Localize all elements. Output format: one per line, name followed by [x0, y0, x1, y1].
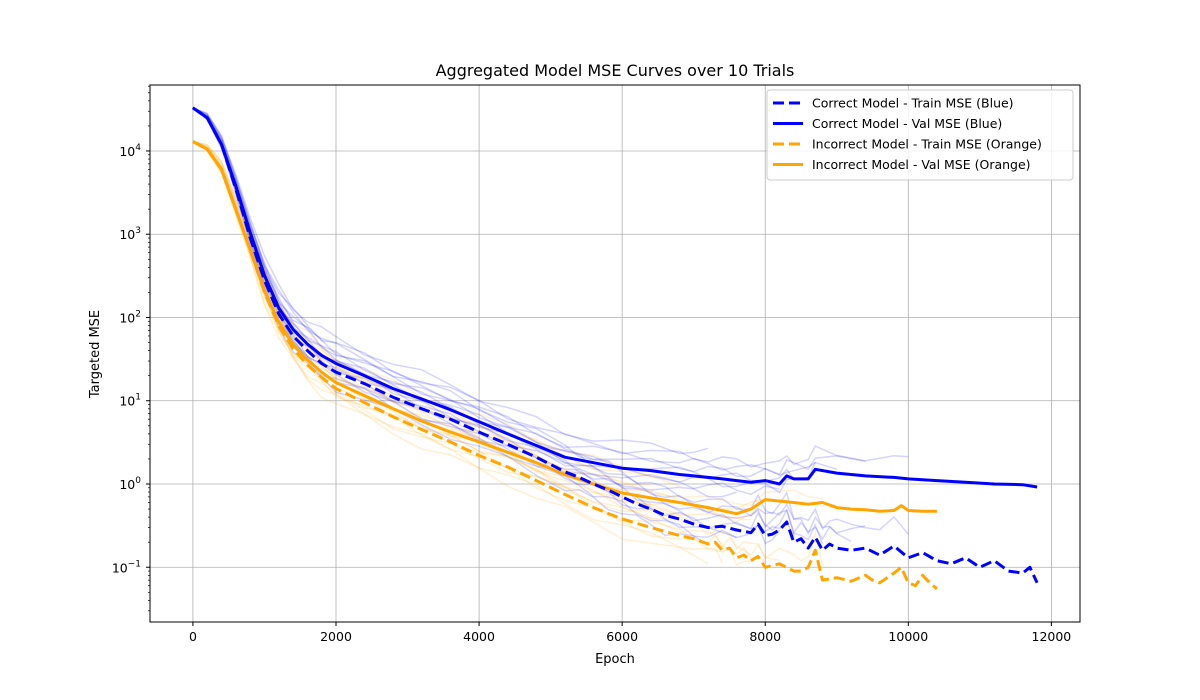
y-tick-base: 10 — [119, 227, 135, 242]
y-tick-exponent: 1 — [135, 393, 141, 403]
series-line-0 — [192, 106, 1039, 584]
y-tick-exponent: 3 — [135, 226, 141, 236]
trial-curve — [192, 107, 909, 535]
y-tick-base: 10 — [119, 394, 135, 409]
series-line-1 — [192, 106, 1038, 489]
trial-curve — [192, 140, 651, 486]
legend-label-0: Correct Model - Train MSE (Blue) — [812, 96, 1014, 111]
trial-curve — [192, 107, 709, 455]
series-line-3 — [192, 140, 937, 516]
x-tick-label: 4000 — [463, 629, 495, 644]
legend-label-1: Correct Model - Val MSE (Blue) — [812, 116, 1002, 131]
trial-curve — [192, 107, 909, 468]
grid-lines — [150, 85, 1080, 622]
y-tick-label: 102 — [119, 309, 141, 325]
y-tick-label: 10−1 — [112, 559, 141, 575]
chart-title: Aggregated Model MSE Curves over 10 Tria… — [436, 61, 795, 80]
trial-curves — [192, 107, 909, 566]
y-tick-base: 10 — [119, 310, 135, 325]
x-tick-label: 10000 — [888, 629, 928, 644]
x-tick-label: 12000 — [1032, 629, 1072, 644]
trial-curve — [192, 107, 709, 546]
y-tick-base: 10 — [112, 560, 128, 575]
x-tick-label: 6000 — [606, 629, 638, 644]
trial-curve — [192, 107, 866, 476]
trial-curve — [192, 107, 866, 536]
y-tick-base: 10 — [119, 144, 135, 159]
legend: Correct Model - Train MSE (Blue) Correct … — [766, 89, 1074, 181]
y-tick-exponent: 0 — [135, 476, 141, 486]
y-tick-exponent: 4 — [135, 143, 141, 153]
y-tick-exponent: −1 — [128, 559, 141, 569]
x-tick-label: 8000 — [749, 629, 781, 644]
y-tick-base: 10 — [119, 477, 135, 492]
trial-curve — [192, 140, 651, 506]
y-tick-label: 103 — [119, 226, 141, 242]
trial-curve — [192, 107, 824, 545]
plot-frame — [149, 84, 1081, 623]
y-axis-label: Targeted MSE — [88, 310, 103, 399]
x-tick-label: 2000 — [320, 629, 352, 644]
x-axis-label: Epoch — [595, 652, 635, 667]
trial-curve — [192, 140, 824, 566]
trial-curve — [192, 107, 838, 478]
legend-label-3: Incorrect Model - Val MSE (Orange) — [812, 157, 1031, 172]
y-tick-label: 104 — [119, 143, 141, 159]
y-tick-label: 101 — [119, 393, 141, 409]
series-layer — [192, 106, 1039, 591]
trial-curve — [192, 107, 852, 543]
trial-curve — [192, 140, 709, 529]
legend-label-2: Incorrect Model - Train MSE (Orange) — [812, 137, 1042, 152]
y-tick-label: 100 — [119, 476, 141, 492]
series-line-2 — [192, 140, 938, 591]
y-tick-exponent: 2 — [135, 309, 141, 319]
legend-box — [766, 89, 1074, 181]
trial-curve — [192, 140, 709, 565]
x-tick-label: 0 — [189, 629, 197, 644]
x-axis-ticks: 0 2000 4000 6000 8000 10000 12000 — [189, 622, 1071, 644]
